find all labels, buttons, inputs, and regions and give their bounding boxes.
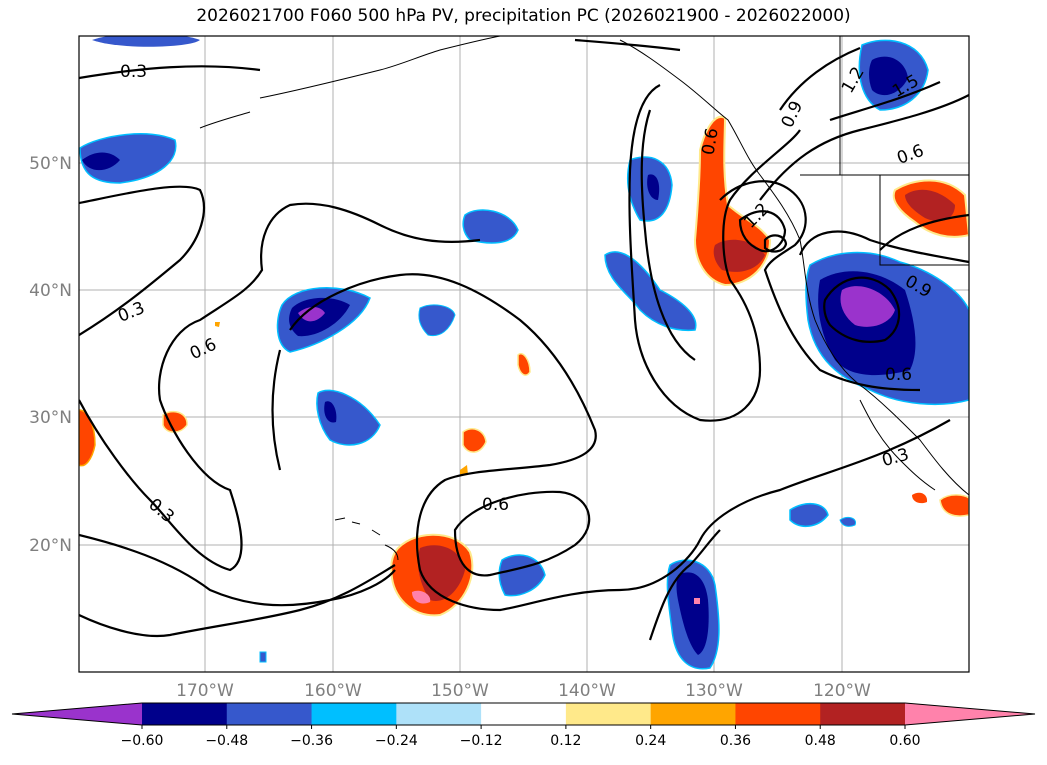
lat-label-20n: 20°N (29, 536, 72, 556)
colorbar-tick-label: −0.36 (290, 733, 333, 749)
coastlines (199, 36, 969, 561)
precip-blob-140w (604, 251, 697, 332)
colorbar-segment (565, 703, 652, 725)
colorbar-segment (142, 703, 228, 725)
precip-blob-120w-s (789, 503, 829, 527)
colorbar-segment (650, 703, 736, 725)
contour-label: 0.6 (698, 126, 722, 156)
colorbar-segment (396, 703, 482, 725)
precip-blob-145w (517, 353, 531, 376)
pv-contours (79, 38, 969, 641)
precip-negative-areas (79, 36, 969, 670)
colorbar-segment (820, 703, 906, 725)
map-title: 2026021700 F060 500 hPa PV, precipitatio… (196, 6, 851, 26)
colorbar-segment (481, 703, 567, 725)
lat-label-30n: 30°N (29, 408, 72, 428)
colorbar: −0.60 −0.48 −0.36 −0.24 −0.12 0.12 0.24 0.36 0.4… (11, 702, 1036, 749)
contour-label: 0.6 (482, 495, 509, 515)
colorbar-extend-max (905, 703, 1035, 725)
contour-label: 0.6 (885, 365, 912, 385)
colorbar-tick-label: 0.36 (720, 733, 751, 749)
precip-blob-160w (316, 389, 381, 446)
contour-label: 0.3 (120, 62, 147, 82)
lat-label-40n: 40°N (29, 281, 72, 301)
colorbar-extend-min (12, 703, 142, 725)
colorbar-tick-label: −0.48 (205, 733, 248, 749)
latitude-labels: 50°N 40°N 30°N 20°N (29, 154, 72, 556)
longitude-labels: 170°W 160°W 150°W 140°W 130°W 120°W (176, 681, 871, 701)
colorbar-segment (311, 703, 397, 725)
precip-blob-west (79, 133, 177, 184)
colorbar-tick-label: 0.24 (635, 733, 666, 749)
colorbar-segment (735, 703, 821, 725)
precip-blob-150w-n (462, 209, 519, 244)
lon-label-140w: 140°W (558, 681, 616, 701)
colorbar-tick-label: −0.60 (121, 733, 164, 749)
colorbar-tick-label: −0.12 (460, 733, 503, 749)
colorbar-tick-label: 0.12 (550, 733, 581, 749)
colorbar-tick-label: −0.24 (375, 733, 418, 749)
precip-blob-175w (162, 410, 188, 433)
precip-blob-148w (462, 428, 487, 453)
colorbar-segment (226, 703, 313, 725)
lon-label-170w: 170°W (176, 681, 234, 701)
lon-label-150w: 150°W (431, 681, 489, 701)
precip-blob-155w (418, 304, 456, 337)
colorbar-tick-label: 0.48 (805, 733, 836, 749)
lon-label-120w: 120°W (813, 681, 871, 701)
lat-label-50n: 50°N (29, 154, 72, 174)
precip-blob-nw (92, 36, 200, 47)
lon-label-130w: 130°W (685, 681, 743, 701)
lon-label-160w: 160°W (304, 681, 362, 701)
colorbar-tick-label: 0.60 (889, 733, 920, 749)
map-border (78, 35, 970, 673)
